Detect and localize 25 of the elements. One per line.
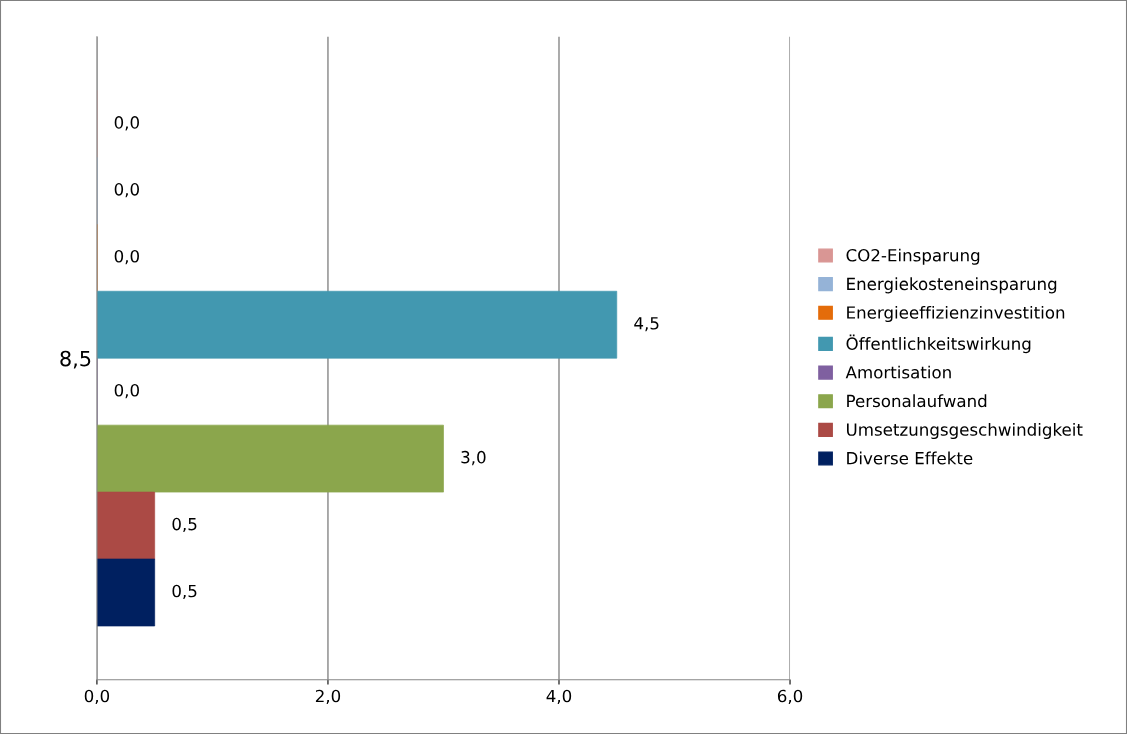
legend-label: Umsetzungsgeschwindigkeit [847,422,1083,440]
bar [96,558,156,627]
y-tick-label: 8,5 [60,350,91,369]
data-label: 4,5 [634,317,659,332]
data-label: 0,5 [172,584,197,600]
x-tick-label: 6,0 [777,689,803,705]
x-tick-label: 4,0 [546,689,572,705]
legend-label: Energieeffizienzinvestition [847,305,1065,323]
data-label: 0,0 [114,116,139,131]
bar [96,424,444,493]
data-label: 0,0 [114,383,139,399]
x-tick-label: 0,0 [84,689,110,705]
legend-label: Amortisation [845,365,951,379]
data-label: 0,0 [114,250,139,265]
legend-label: Personalaufwand [847,394,987,408]
legend-label: Diverse Effekte [847,451,973,465]
data-label: 3,0 [461,450,486,466]
data-label: 0,5 [172,517,197,533]
legend-label: Energiekosteneinsparung [847,277,1057,294]
bar [96,290,618,359]
x-tick-label: 2,0 [315,689,341,705]
data-label: 0,0 [114,183,139,198]
bar [96,491,156,560]
legend-label: Öffentlichkeitswirkung [846,334,1031,354]
legend-label: CO2-Einsparung [846,248,980,265]
